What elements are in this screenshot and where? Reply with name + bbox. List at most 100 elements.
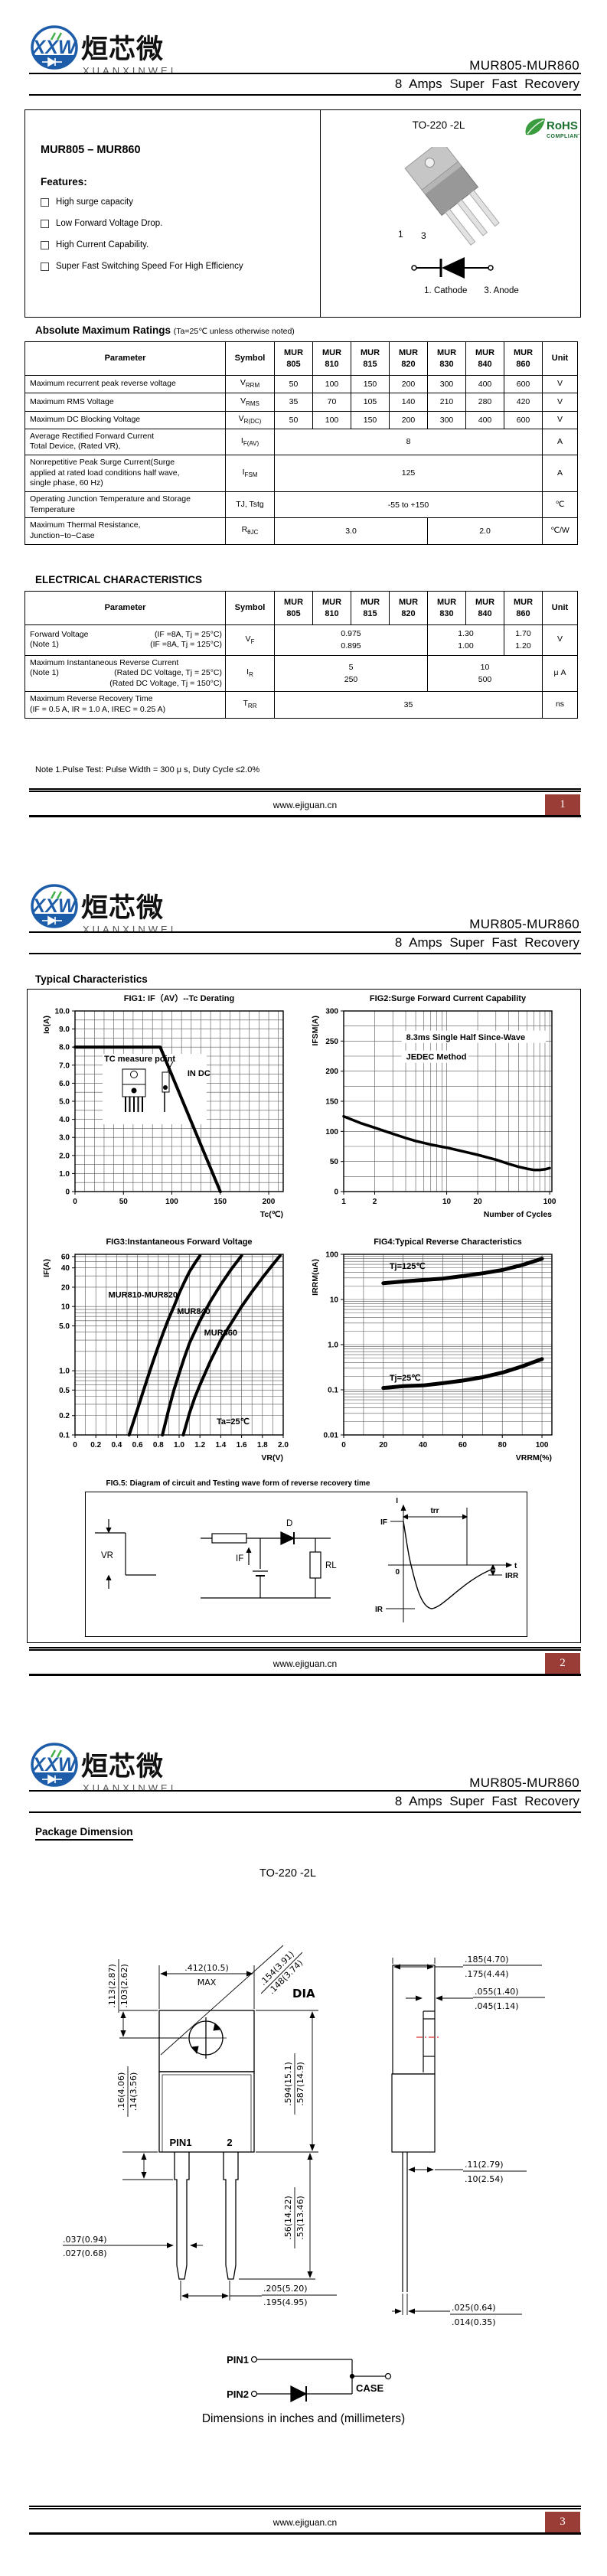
svg-text:Tc(℃): Tc(℃) [260, 1210, 283, 1219]
website-link[interactable]: www.ejiguan.cn [272, 800, 338, 810]
table-header-cell: Parameter [24, 341, 226, 376]
table-cell: TRR [225, 691, 275, 719]
page-footer: www.ejiguan.cn 1 [29, 788, 581, 817]
doc-part-number: MUR805-MUR860 [469, 1775, 579, 1790]
side-view-dimension-lines [392, 1958, 545, 2315]
table-cell: μ A [542, 654, 578, 693]
svg-text:10: 10 [61, 1303, 70, 1312]
svg-text:1.2: 1.2 [194, 1441, 205, 1449]
logo-diode-icon [42, 57, 62, 67]
svg-text:0: 0 [65, 1189, 70, 1197]
schematic-pin2-label: PIN2 [227, 2389, 249, 2400]
fig5-diagram: VR D IF RL [85, 1492, 527, 1637]
website-link[interactable]: www.ejiguan.cn [272, 1658, 338, 1669]
table-header-cell: Unit [542, 591, 578, 625]
svg-text:.56(14.22): .56(14.22) [283, 2196, 293, 2240]
dim-lead-thickness2: .014(0.35) [452, 2317, 496, 2327]
if-wave-label: IF [380, 1518, 387, 1527]
dim-width: .412(10.5) [184, 1963, 229, 1973]
svg-text:50: 50 [330, 1158, 339, 1166]
svg-text:1.4: 1.4 [215, 1441, 226, 1449]
table-cell: 50 [274, 374, 313, 394]
table-header-cell: MUR 830 [427, 591, 466, 625]
dim-lead-width2: .027(0.68) [63, 2248, 107, 2258]
table-header-cell: Symbol [225, 591, 275, 625]
svg-text:150: 150 [214, 1198, 227, 1206]
table-cell: 600 [504, 410, 543, 429]
svg-text:.103(2.62): .103(2.62) [119, 1964, 129, 2008]
logo-en-text: XUANXINWEI [83, 924, 176, 935]
features-heading: Features: [41, 176, 87, 187]
header-rule [29, 94, 581, 96]
pulse-test-note: Note 1.Pulse Test: Pulse Width = 300 μ s… [35, 765, 260, 774]
svg-text:FIG4:Typical Reverse Character: FIG4:Typical Reverse Characteristics [374, 1237, 522, 1247]
svg-text:200: 200 [263, 1198, 276, 1206]
table-cell: VRRM [225, 374, 275, 394]
svg-text:TC measure point: TC measure point [104, 1055, 175, 1064]
svg-text:60: 60 [459, 1441, 468, 1449]
svg-text:4.0: 4.0 [59, 1116, 70, 1124]
dim-width-max: MAX [197, 1978, 217, 1987]
logo-diode-icon [42, 915, 62, 926]
website-link[interactable]: www.ejiguan.cn [272, 2517, 338, 2528]
feature-item: High surge capacity [41, 197, 133, 207]
test-circuit [201, 1531, 331, 1599]
table-cell: 400 [465, 374, 504, 394]
svg-text:Tj=25℃: Tj=25℃ [390, 1374, 421, 1383]
logo-green-accent [50, 32, 63, 41]
table-row: Operating Junction Temperature and Stora… [24, 491, 578, 519]
svg-text:VR(V): VR(V) [261, 1453, 283, 1462]
svg-text:100: 100 [165, 1198, 178, 1206]
svg-text:8.0: 8.0 [59, 1044, 70, 1052]
svg-text:IFSM(A): IFSM(A) [311, 1016, 320, 1046]
dim-thickness: .185(4.70) [465, 1955, 509, 1965]
table-row: Maximum DC Blocking Voltage VR(DC) 50 100 15… [24, 410, 578, 429]
typical-characteristics-heading: Typical Characteristics [35, 973, 148, 985]
table-cell: 2.0 [427, 517, 543, 545]
table-row: Nonrepetitive Peak Surge Current(Surge a… [24, 455, 578, 492]
dim-tab-thickness2: .045(1.14) [475, 2001, 519, 2011]
doc-part-number: MUR805-MUR860 [469, 917, 579, 931]
front-view-dimension-lines [63, 1945, 337, 2300]
svg-text:1.0: 1.0 [328, 1342, 338, 1350]
table-cell: TJ, Tstg [225, 491, 275, 519]
doc-subtitle: 8 Amps Super Fast Recovery [394, 1794, 579, 1808]
svg-text:10.0: 10.0 [55, 1008, 70, 1016]
table-header-cell: MUR 815 [351, 341, 390, 376]
table-cell: V [542, 374, 578, 394]
table-cell: RθJC [225, 517, 275, 545]
table-header-cell: MUR 860 [504, 591, 543, 625]
svg-text:20: 20 [474, 1198, 483, 1206]
checkbox-icon [41, 219, 49, 228]
svg-text:0.1: 0.1 [59, 1432, 70, 1440]
svg-text:0: 0 [341, 1441, 346, 1449]
dim-lead-thickness: .025(0.64) [452, 2303, 496, 2313]
schematic-case-label: CASE [356, 2382, 383, 2394]
feature-text: High Current Capability. [56, 240, 149, 249]
svg-text:.594(15.1): .594(15.1) [283, 2062, 293, 2106]
table-cell: Maximum Instantaneous Reverse Current (No… [24, 654, 226, 693]
vr-label: VR [101, 1551, 113, 1560]
abs-max-heading-text: Absolute Maximum Ratings [35, 324, 171, 336]
table-cell: 125 [274, 455, 543, 492]
table-cell: V [542, 624, 578, 656]
svg-text:100: 100 [325, 1128, 338, 1136]
feature-item: Low Forward Voltage Drop. [41, 219, 162, 228]
rohs-leaf-vein [527, 119, 544, 135]
svg-text:MUR860: MUR860 [204, 1329, 237, 1338]
brand-logo: XXW 烜芯微 XUANXINWEI [26, 876, 191, 947]
svg-text:.14(3.56): .14(3.56) [129, 2072, 139, 2111]
diode-symbol [408, 253, 500, 287]
dim-lead-pitch2: .195(4.95) [263, 2297, 308, 2307]
table-cell: 400 [465, 410, 504, 429]
charts-container: 0 50 100 150 200 0 1.0 2.0 3.0 4.0 5.0 6.0 7.0 8.0 9.0… [27, 989, 581, 1643]
recovery-waveform [386, 1504, 513, 1622]
irr-label: IRR [505, 1572, 519, 1580]
svg-text:40: 40 [61, 1264, 70, 1273]
table-header-cell: MUR 840 [465, 591, 504, 625]
svg-text:FIG3:Instantaneous Forward Vol: FIG3:Instantaneous Forward Voltage [106, 1237, 252, 1247]
table-header-cell: MUR 810 [312, 591, 351, 625]
table-cell: 200 [389, 374, 428, 394]
feature-item: High Current Capability. [41, 240, 148, 249]
product-info-box: MUR805 – MUR860 Features: High surge cap… [24, 109, 582, 318]
